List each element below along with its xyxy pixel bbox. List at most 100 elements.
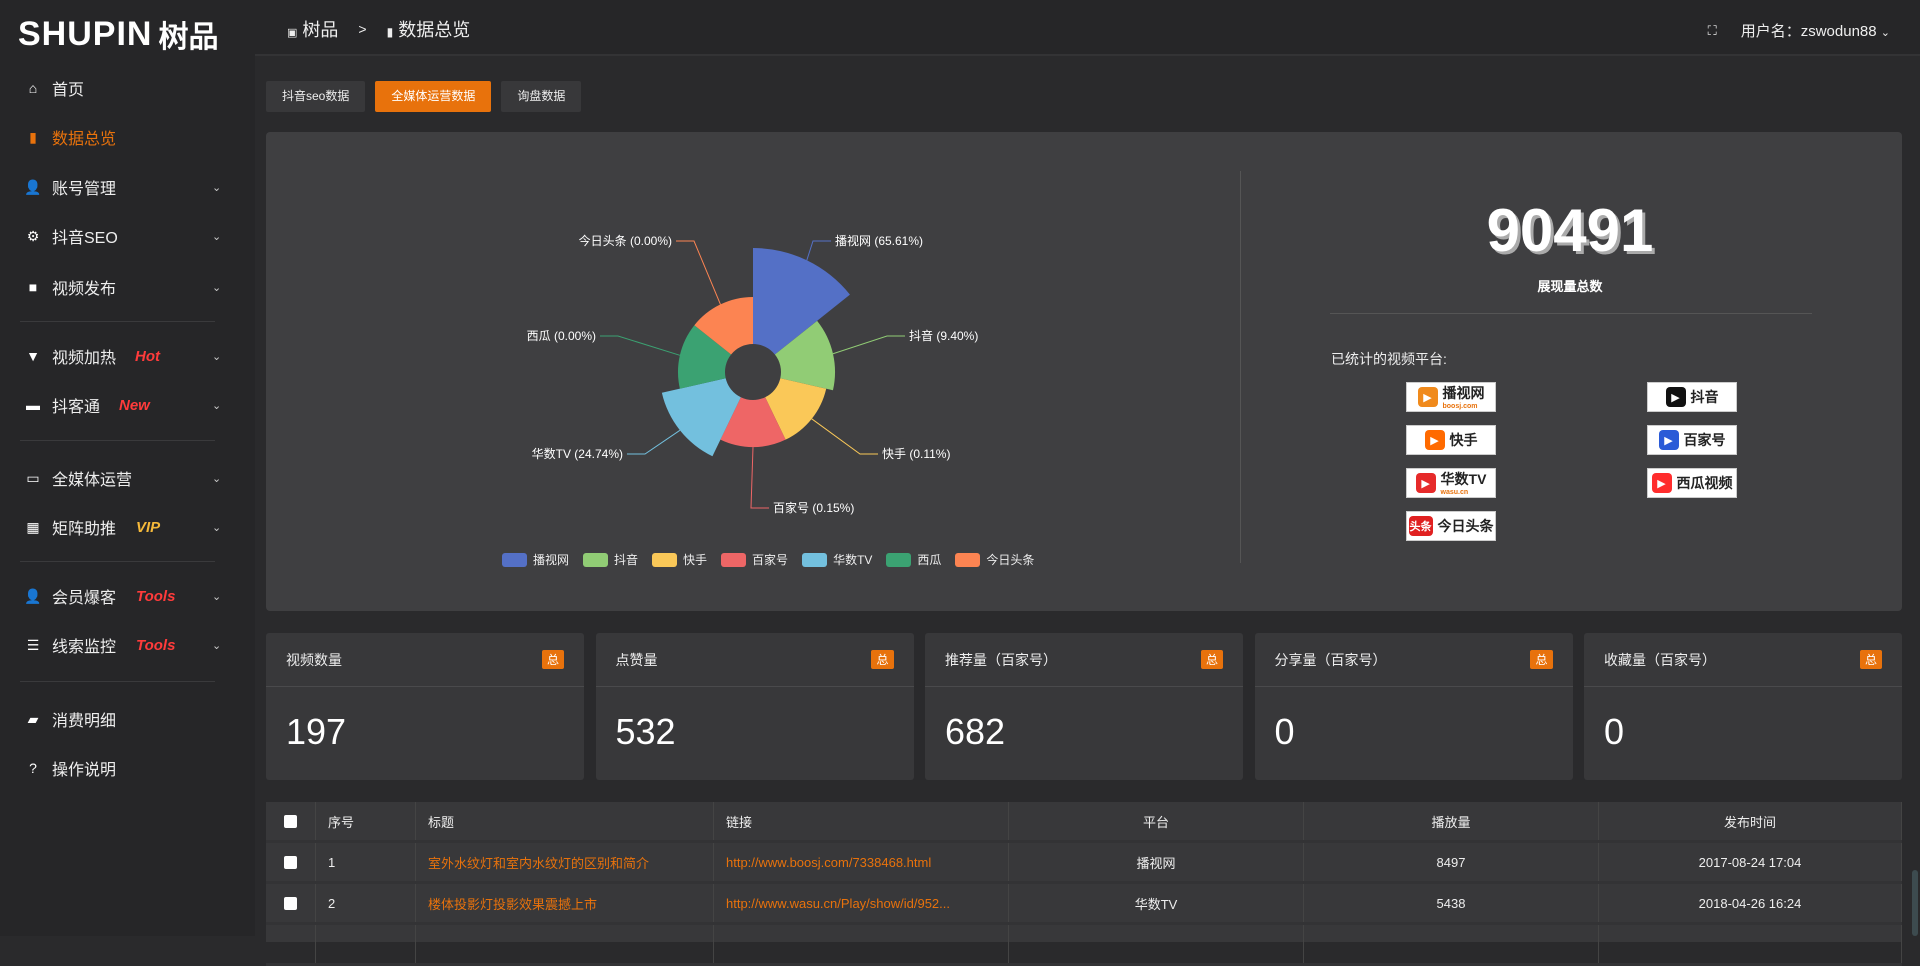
- sidebar-item[interactable]: ▰ 消费明细: [0, 697, 255, 741]
- sidebar-item[interactable]: ? 操作说明: [0, 746, 255, 790]
- row-checkbox[interactable]: [284, 896, 297, 910]
- pie-slice[interactable]: [765, 378, 827, 440]
- sidebar-item[interactable]: ⌂ 首页: [0, 66, 255, 110]
- tab[interactable]: 询盘数据: [501, 81, 582, 112]
- platform-logo: ▶ 华数TV wasu.cn: [1406, 468, 1496, 498]
- sidebar-item-label: 抖音SEO: [52, 230, 118, 247]
- row-checkbox[interactable]: [284, 855, 297, 869]
- chevron-down-icon: ⌄: [212, 521, 222, 534]
- chart-legend: 播视网 抖音 快手 百家号 华数TV 西瓜 今日头条: [502, 551, 1034, 568]
- breadcrumb-current: ▮ 数据总览: [387, 16, 471, 42]
- platform-logo: ▶ 播视网 boosj.com: [1406, 382, 1496, 412]
- table-cell[interactable]: http://www.boosj.com/7338468.html: [714, 843, 1009, 881]
- sidebar-item-label: 账号管理: [52, 181, 117, 198]
- grid-icon: ▦: [26, 518, 40, 535]
- legend-label: 快手: [683, 553, 708, 567]
- platform-name: 西瓜视频: [1676, 475, 1733, 491]
- legend-item[interactable]: 百家号: [721, 551, 788, 568]
- sidebar-item[interactable]: 👤 会员爆客 Tools ⌄: [0, 574, 255, 618]
- pie-slice[interactable]: [753, 248, 850, 355]
- sidebar-item-label: 抖客通: [52, 399, 101, 416]
- table-cell[interactable]: 室外水纹灯和室内水纹灯的区别和简介: [416, 843, 714, 881]
- fullscreen-icon[interactable]: ⛶: [1707, 22, 1717, 38]
- user-menu[interactable]: 用户名：zswodun88 ⌄: [1741, 20, 1890, 41]
- sidebar-divider: [20, 440, 215, 441]
- platform-name: 百家号: [1683, 432, 1726, 448]
- tab[interactable]: 抖音seo数据: [266, 81, 366, 112]
- platform-logo: ▶ 西瓜视频: [1647, 468, 1737, 498]
- stat-title: 点赞量: [615, 651, 658, 668]
- panel-divider: [1240, 171, 1241, 563]
- monitor-icon: ▭: [26, 469, 40, 486]
- tab[interactable]: 全媒体运营数据: [375, 81, 492, 112]
- legend-label: 西瓜: [917, 553, 942, 567]
- bar-chart-icon: ▮: [29, 128, 37, 145]
- platform-icon: ▶: [1417, 387, 1438, 407]
- tab-bar: 抖音seo数据 全媒体运营数据 询盘数据: [266, 81, 582, 112]
- sidebar-item-label: 全媒体运营: [52, 472, 133, 489]
- breadcrumb-home-label: 树品: [302, 20, 339, 40]
- wallet-icon: ▰: [27, 710, 39, 727]
- sidebar-divider: [20, 561, 215, 562]
- table-cell[interactable]: 楼体投影灯投影效果震撼上市: [416, 884, 714, 922]
- chevron-down-icon: ⌄: [212, 590, 222, 603]
- chevron-down-icon: ⌄: [212, 181, 222, 194]
- legend-item[interactable]: 今日头条: [955, 551, 1034, 568]
- table-cell: [416, 925, 714, 963]
- sidebar-item[interactable]: ⚙ 抖音SEO ⌄: [0, 214, 255, 258]
- column-header: 序号: [316, 802, 416, 840]
- legend-item[interactable]: 华数TV: [802, 551, 872, 568]
- sidebar-item[interactable]: ▦ 矩阵助推 VIP ⌄: [0, 505, 255, 549]
- sidebar-item[interactable]: ▬ 抖客通 New ⌄: [0, 383, 255, 427]
- chart-panel: [266, 132, 1902, 611]
- stat-badge: 总: [1859, 650, 1882, 669]
- table-cell: 1: [316, 843, 416, 881]
- sidebar-item-label: 视频发布: [52, 281, 117, 298]
- table-cell: 播视网: [1009, 843, 1304, 881]
- column-header: 播放量: [1304, 802, 1599, 840]
- table-cell: [316, 925, 416, 963]
- pie-slice[interactable]: [774, 320, 836, 391]
- stat-badge: 总: [1530, 650, 1553, 669]
- sidebar-item[interactable]: ☰ 线索监控 Tools ⌄: [0, 623, 255, 667]
- sidebar-item[interactable]: ▭ 全媒体运营 ⌄: [0, 456, 255, 500]
- slice-label: 快手 (0.11%): [882, 447, 950, 461]
- pie-slice[interactable]: [661, 378, 741, 457]
- table-cell[interactable]: http://www.wasu.cn/Play/show/id/952...: [714, 884, 1009, 922]
- stat-card: 点赞量 总 532: [595, 633, 914, 780]
- legend-item[interactable]: 快手: [652, 551, 707, 568]
- legend-item[interactable]: 播视网: [502, 551, 569, 568]
- pie-slice[interactable]: [694, 297, 753, 355]
- breadcrumb: ▣ 树品 > ▮ 数据总览: [287, 16, 470, 42]
- stat-title: 收藏量（百家号）: [1604, 651, 1716, 668]
- platform-logo: 头条 今日头条: [1406, 511, 1496, 541]
- sidebar-item-label: 视频加热: [52, 350, 117, 367]
- sidebar-divider: [20, 681, 215, 682]
- row-checkbox[interactable]: [284, 814, 297, 828]
- scrollbar[interactable]: [1912, 870, 1918, 936]
- sidebar-item[interactable]: ▮ 数据总览: [0, 115, 255, 159]
- breadcrumb-home[interactable]: ▣ 树品: [287, 16, 338, 42]
- table-cell: [266, 925, 316, 963]
- table-cell: [1009, 925, 1304, 963]
- platform-logo: ▶ 抖音: [1647, 382, 1737, 412]
- platform-domain: wasu.cn: [1440, 489, 1469, 496]
- sidebar-item[interactable]: ▼ 视频加热 Hot ⌄: [0, 334, 255, 378]
- legend-item[interactable]: 抖音: [583, 551, 638, 568]
- label-line: [832, 335, 905, 355]
- sidebar-item[interactable]: 👤 账号管理 ⌄: [0, 165, 255, 209]
- pie-slice[interactable]: [678, 325, 732, 389]
- label-line: [750, 447, 769, 509]
- sidebar-item-label: 数据总览: [52, 131, 117, 148]
- label-line: [676, 240, 721, 305]
- stat-title: 分享量（百家号）: [1274, 651, 1387, 668]
- legend-label: 华数TV: [833, 553, 873, 567]
- legend-item[interactable]: 西瓜: [886, 551, 941, 568]
- sidebar-item[interactable]: ■ 视频发布 ⌄: [0, 265, 255, 309]
- logo[interactable]: SHUPIN 树品: [18, 14, 218, 55]
- pie-slice[interactable]: [720, 397, 786, 448]
- stat-value: 0: [1274, 711, 1295, 752]
- label-line: [627, 429, 681, 455]
- legend-swatch: [886, 552, 912, 567]
- platform-icon: ▶: [1424, 430, 1445, 450]
